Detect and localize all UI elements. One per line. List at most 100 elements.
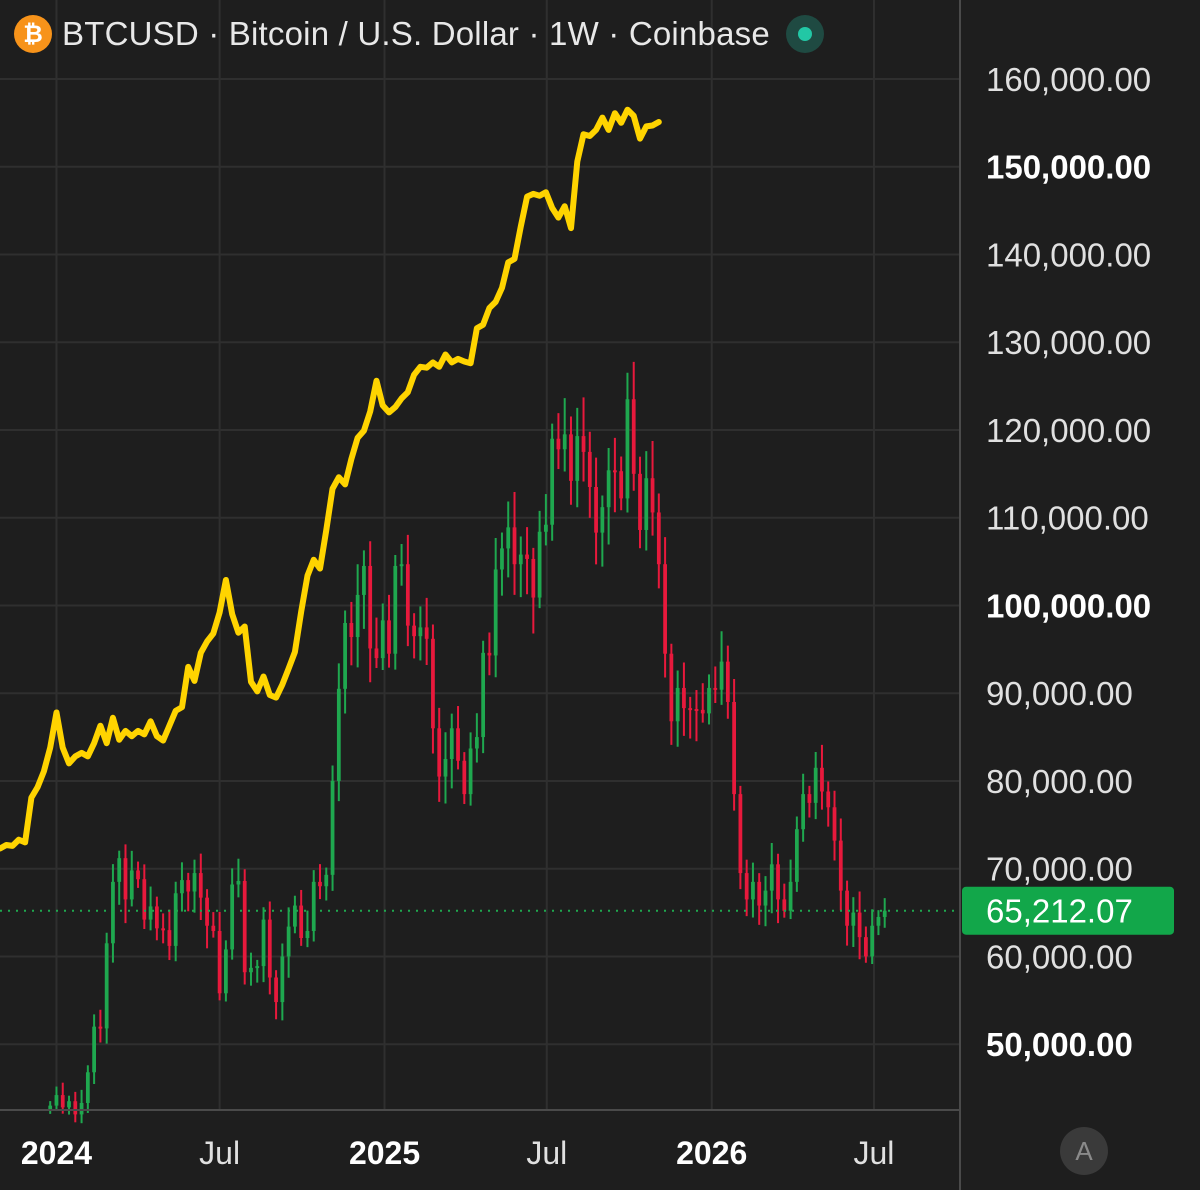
price-tick-label: 130,000.00 bbox=[986, 324, 1151, 361]
candle-body bbox=[613, 470, 617, 473]
candle-body bbox=[374, 648, 379, 659]
candle-body bbox=[732, 701, 736, 795]
candle-body bbox=[776, 864, 780, 900]
candle-body bbox=[669, 653, 674, 722]
market-status-icon bbox=[785, 15, 824, 53]
candle-body bbox=[650, 478, 655, 513]
candle-body bbox=[782, 899, 787, 911]
candle-body bbox=[550, 438, 555, 525]
price-tick-label: 160,000.00 bbox=[986, 61, 1151, 98]
candle-body bbox=[280, 956, 285, 1003]
candle-body bbox=[136, 870, 140, 880]
price-tick-label: 140,000.00 bbox=[986, 236, 1151, 273]
price-tick-label: 120,000.00 bbox=[986, 412, 1151, 449]
candle-body bbox=[85, 1072, 90, 1103]
candle-body bbox=[594, 486, 598, 533]
candle-body bbox=[98, 1026, 103, 1029]
candle-body bbox=[255, 966, 260, 969]
candle-body bbox=[349, 623, 354, 638]
candle-body bbox=[431, 638, 435, 729]
candle-body bbox=[838, 840, 843, 891]
candle-body bbox=[205, 897, 209, 926]
candle-body bbox=[882, 910, 887, 917]
candle-body bbox=[751, 881, 755, 900]
candle-body bbox=[293, 905, 297, 927]
candle-body bbox=[161, 928, 166, 931]
candle-body bbox=[707, 687, 711, 714]
last-price-label: 65,212.07 bbox=[986, 893, 1133, 930]
candle-body bbox=[54, 1095, 59, 1106]
candle-body bbox=[675, 687, 680, 722]
candle-body bbox=[211, 925, 216, 931]
candle-body bbox=[801, 794, 806, 830]
symbol-header[interactable]: ₿ BTCUSD · Bitcoin / U.S. Dollar · 1W · … bbox=[14, 14, 824, 54]
candle-body bbox=[870, 925, 875, 957]
candle-body bbox=[512, 527, 517, 565]
candle-body bbox=[481, 652, 486, 738]
candle-body bbox=[48, 1105, 53, 1110]
price-tick-label: 60,000.00 bbox=[986, 938, 1133, 975]
overlay-line-series bbox=[0, 106, 662, 852]
candle-body bbox=[713, 687, 718, 690]
candle-body bbox=[506, 527, 511, 549]
candle-body bbox=[581, 436, 586, 452]
price-tick-label: 90,000.00 bbox=[986, 675, 1133, 712]
candle-body bbox=[851, 912, 856, 926]
overlay-line bbox=[0, 106, 662, 852]
autoscale-button[interactable]: A bbox=[1060, 1127, 1108, 1175]
candle-body bbox=[537, 531, 542, 598]
candle-body bbox=[67, 1101, 71, 1108]
candle-body bbox=[556, 438, 561, 450]
candle-body bbox=[443, 759, 448, 777]
symbol-title: BTCUSD · Bitcoin / U.S. Dollar · 1W · Co… bbox=[62, 15, 770, 52]
candle-body bbox=[525, 554, 529, 559]
price-tick-label: 150,000.00 bbox=[986, 149, 1151, 186]
candle-body bbox=[123, 858, 128, 900]
candle-body bbox=[412, 625, 416, 637]
candle-body bbox=[807, 794, 812, 803]
candle-body bbox=[142, 879, 147, 920]
candle-body bbox=[186, 880, 191, 892]
candle-body bbox=[154, 906, 159, 929]
candle-body bbox=[474, 737, 479, 749]
candle-body bbox=[606, 470, 611, 508]
candle-body bbox=[305, 930, 310, 939]
candle-body bbox=[387, 620, 391, 654]
candle-body bbox=[79, 1102, 84, 1115]
candle-body bbox=[424, 627, 429, 639]
candle-body bbox=[129, 870, 134, 900]
time-tick-label: Jul bbox=[526, 1135, 567, 1171]
candle-body bbox=[569, 434, 573, 481]
candle-body bbox=[92, 1026, 96, 1073]
candle-body bbox=[688, 708, 693, 711]
candle-body bbox=[192, 873, 197, 892]
candle-body bbox=[876, 916, 881, 926]
time-tick-label: 2024 bbox=[21, 1135, 92, 1171]
candle-body bbox=[857, 912, 862, 938]
candle-body bbox=[562, 434, 567, 450]
bitcoin-icon: ₿ bbox=[14, 15, 52, 53]
candle-body bbox=[788, 881, 793, 911]
candle-body bbox=[656, 512, 661, 565]
candle-body bbox=[663, 564, 667, 654]
candle-body bbox=[274, 977, 278, 1003]
candle-body bbox=[462, 760, 467, 795]
candle-body bbox=[393, 565, 398, 654]
candle-body bbox=[738, 794, 743, 874]
candle-body bbox=[60, 1095, 65, 1108]
candle-body bbox=[324, 874, 329, 887]
candle-body bbox=[575, 436, 580, 481]
candle-body bbox=[399, 564, 404, 567]
candle-body bbox=[694, 708, 699, 711]
candle-body bbox=[600, 507, 605, 533]
time-tick-label: 2026 bbox=[676, 1135, 747, 1171]
candle-body bbox=[236, 880, 241, 885]
candle-body bbox=[587, 451, 592, 487]
time-tick-label: Jul bbox=[199, 1135, 240, 1171]
status-dot bbox=[797, 27, 812, 41]
candle-body bbox=[769, 864, 774, 891]
candle-body bbox=[845, 890, 849, 926]
candlestick-series bbox=[0, 361, 960, 1124]
candle-body bbox=[362, 565, 366, 595]
